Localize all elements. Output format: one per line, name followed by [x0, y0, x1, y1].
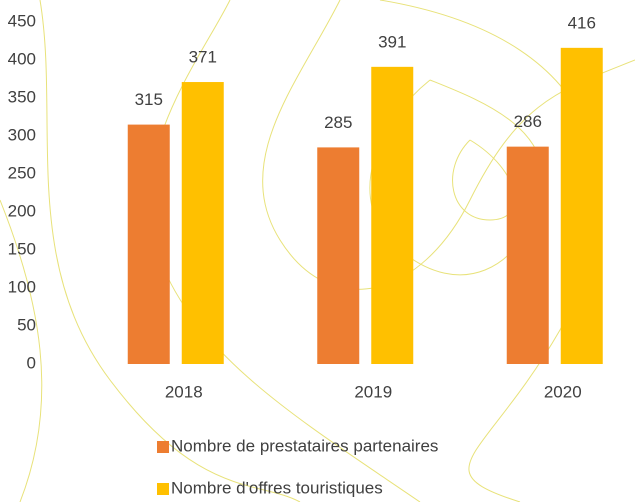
- data-label: 286: [514, 112, 542, 131]
- y-tick-label: 300: [8, 125, 36, 144]
- legend-swatch: [157, 441, 169, 453]
- y-tick-label: 250: [8, 163, 36, 182]
- y-tick-label: 100: [8, 277, 36, 296]
- legend-swatch: [157, 483, 169, 495]
- y-tick-label: 350: [8, 87, 36, 106]
- legend-label: Nombre de prestataires partenaires: [171, 436, 438, 455]
- y-tick-label: 150: [8, 239, 36, 258]
- y-tick-label: 50: [17, 315, 36, 334]
- data-label: 371: [189, 48, 217, 67]
- x-tick-label: 2019: [354, 382, 392, 401]
- bar: [181, 82, 224, 364]
- bar: [317, 147, 360, 364]
- y-tick-label: 200: [8, 201, 36, 220]
- data-label: 416: [568, 13, 596, 32]
- bar: [560, 47, 603, 365]
- bar: [506, 146, 549, 364]
- y-tick-label: 0: [27, 353, 36, 372]
- legend-label: Nombre d'offres touristiques: [171, 478, 383, 497]
- y-tick-label: 450: [8, 11, 36, 30]
- data-label: 391: [378, 32, 406, 51]
- data-label: 315: [135, 90, 163, 109]
- bar: [371, 66, 414, 364]
- bar: [127, 124, 170, 364]
- data-label: 285: [324, 113, 352, 132]
- y-tick-label: 400: [8, 49, 36, 68]
- x-tick-label: 2018: [165, 382, 203, 401]
- x-tick-label: 2020: [544, 382, 582, 401]
